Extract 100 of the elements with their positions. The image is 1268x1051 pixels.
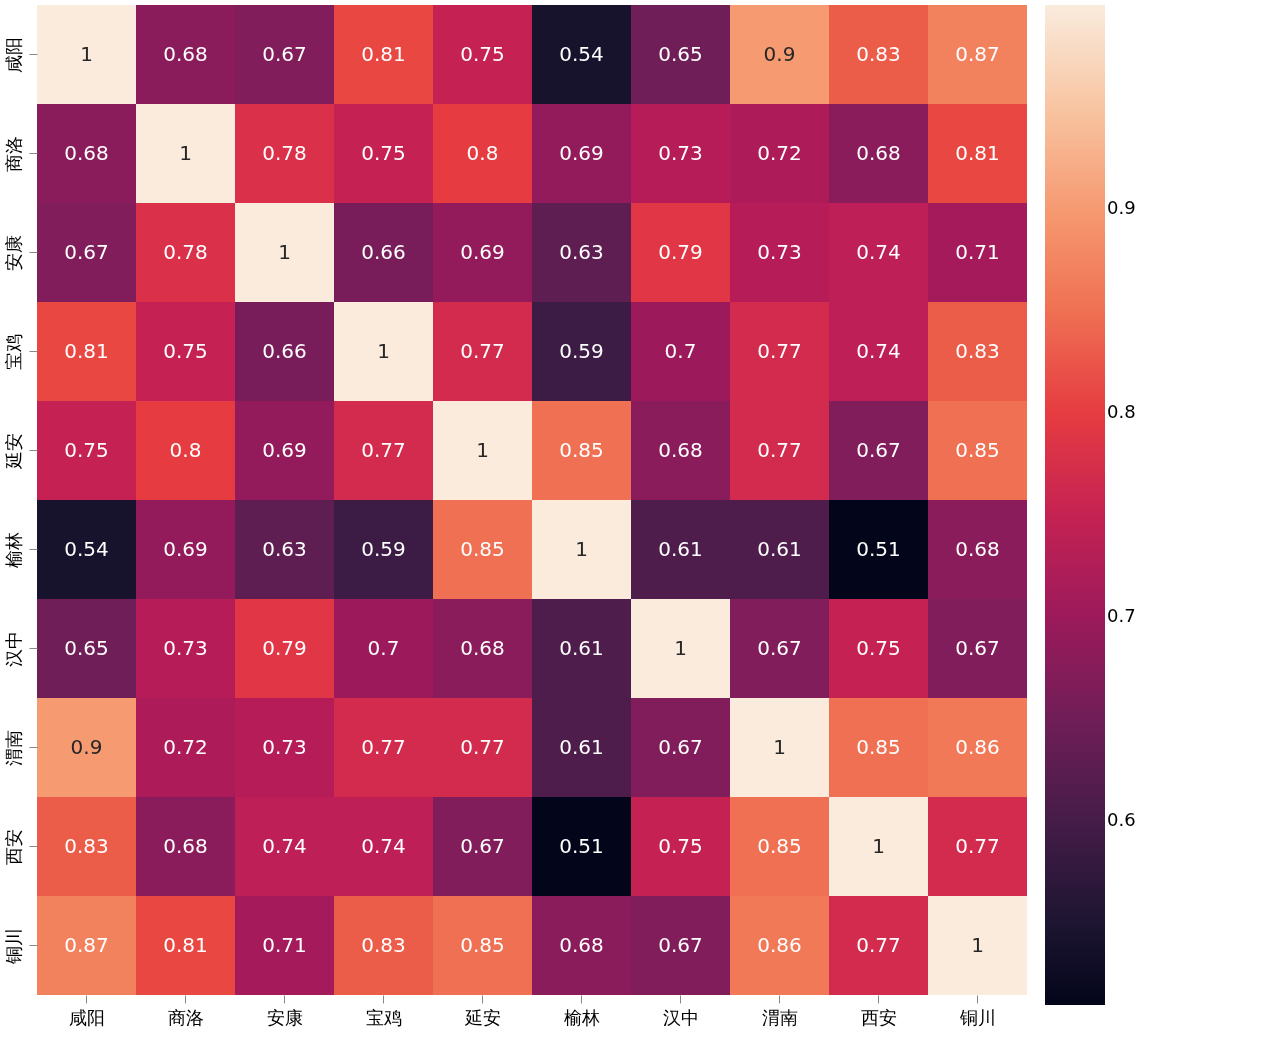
x-tick-label: 汉中 — [662, 1006, 699, 1028]
data-label: 0.77 — [856, 932, 901, 957]
data-label: 0.83 — [64, 833, 109, 858]
y-tick-label: 咸阳 — [2, 36, 24, 73]
data-label: 0.7 — [664, 338, 697, 363]
x-tick-label: 商洛 — [167, 1006, 204, 1028]
data-label: 0.67 — [658, 734, 703, 759]
data-label: 0.67 — [460, 833, 505, 858]
data-label: 0.54 — [559, 41, 604, 66]
data-label: 0.72 — [757, 140, 802, 165]
data-label: 0.87 — [955, 41, 1000, 66]
x-tick-label: 安康 — [266, 1006, 303, 1028]
y-tick-label: 汉中 — [2, 630, 24, 667]
color-bar-label: 0.8 — [1107, 401, 1136, 423]
color-bar-label: 0.6 — [1107, 809, 1136, 831]
data-label: 0.86 — [757, 932, 802, 957]
data-label: 0.9 — [763, 41, 796, 66]
data-label: 0.73 — [163, 635, 208, 660]
data-label: 0.59 — [559, 338, 604, 363]
y-tick-label: 西安 — [2, 828, 24, 865]
data-label: 0.73 — [757, 239, 802, 264]
data-label: 0.74 — [262, 833, 307, 858]
data-label: 0.87 — [64, 932, 109, 957]
data-label: 0.85 — [955, 437, 1000, 462]
data-label: 0.77 — [757, 338, 802, 363]
data-label: 0.71 — [955, 239, 1000, 264]
data-label: 0.68 — [658, 437, 703, 462]
data-label: 0.83 — [955, 338, 1000, 363]
data-label: 0.68 — [955, 536, 1000, 561]
y-tick-label: 渭南 — [2, 729, 24, 766]
data-label: 0.75 — [361, 140, 406, 165]
data-label: 0.8 — [169, 437, 202, 462]
data-label: 0.75 — [64, 437, 109, 462]
data-label: 0.69 — [163, 536, 208, 561]
data-label: 1 — [872, 833, 885, 858]
data-label: 0.63 — [262, 536, 307, 561]
data-label: 0.85 — [559, 437, 604, 462]
data-label: 0.69 — [460, 239, 505, 264]
data-label: 0.51 — [856, 536, 901, 561]
data-label: 0.79 — [658, 239, 703, 264]
data-label: 1 — [278, 239, 291, 264]
data-label: 0.68 — [163, 41, 208, 66]
data-label: 0.66 — [361, 239, 406, 264]
data-label: 1 — [377, 338, 390, 363]
data-label: 0.73 — [262, 734, 307, 759]
data-label: 0.67 — [856, 437, 901, 462]
data-label: 0.61 — [559, 635, 604, 660]
y-tick-label: 安康 — [2, 234, 24, 271]
data-label: 0.61 — [658, 536, 703, 561]
data-label: 0.85 — [757, 833, 802, 858]
data-label: 0.75 — [163, 338, 208, 363]
data-label: 0.74 — [856, 239, 901, 264]
x-tick-label: 咸阳 — [68, 1006, 105, 1028]
data-label: 0.65 — [64, 635, 109, 660]
data-label: 0.75 — [856, 635, 901, 660]
data-label: 0.81 — [955, 140, 1000, 165]
data-label: 0.77 — [361, 437, 406, 462]
data-label: 0.77 — [460, 338, 505, 363]
data-label: 0.67 — [262, 41, 307, 66]
y-tick-label: 榆林 — [2, 531, 24, 568]
data-label: 1 — [476, 437, 489, 462]
data-label: 0.67 — [757, 635, 802, 660]
data-label: 0.81 — [163, 932, 208, 957]
data-label: 0.85 — [856, 734, 901, 759]
data-label: 0.83 — [856, 41, 901, 66]
color-bar-label: 0.9 — [1107, 197, 1136, 219]
x-tick-label: 宝鸡 — [365, 1006, 402, 1028]
data-label: 0.85 — [460, 932, 505, 957]
data-label: 0.85 — [460, 536, 505, 561]
data-label: 0.68 — [460, 635, 505, 660]
x-tick-label: 铜川 — [958, 1006, 996, 1028]
data-label: 0.86 — [955, 734, 1000, 759]
y-tick-label: 铜川 — [2, 927, 24, 965]
x-tick-label: 渭南 — [761, 1006, 798, 1028]
data-label: 1 — [575, 536, 588, 561]
data-label: 0.7 — [367, 635, 400, 660]
data-label: 0.81 — [361, 41, 406, 66]
data-label: 0.74 — [856, 338, 901, 363]
data-label: 0.78 — [163, 239, 208, 264]
data-label: 1 — [674, 635, 687, 660]
data-label: 1 — [773, 734, 786, 759]
data-label: 0.54 — [64, 536, 109, 561]
data-label: 0.68 — [163, 833, 208, 858]
data-label: 0.65 — [658, 41, 703, 66]
data-label: 0.68 — [559, 932, 604, 957]
data-label: 0.61 — [757, 536, 802, 561]
data-label: 0.9 — [70, 734, 103, 759]
data-label: 0.83 — [361, 932, 406, 957]
y-tick-label: 宝鸡 — [2, 333, 24, 370]
data-label: 0.8 — [466, 140, 499, 165]
data-label: 0.68 — [856, 140, 901, 165]
data-label: 0.77 — [955, 833, 1000, 858]
data-label: 0.69 — [262, 437, 307, 462]
data-label: 0.74 — [361, 833, 406, 858]
data-label: 0.68 — [64, 140, 109, 165]
x-tick-label: 榆林 — [563, 1006, 600, 1028]
data-label: 0.66 — [262, 338, 307, 363]
data-label: 1 — [971, 932, 984, 957]
data-label: 0.75 — [460, 41, 505, 66]
data-label: 0.59 — [361, 536, 406, 561]
